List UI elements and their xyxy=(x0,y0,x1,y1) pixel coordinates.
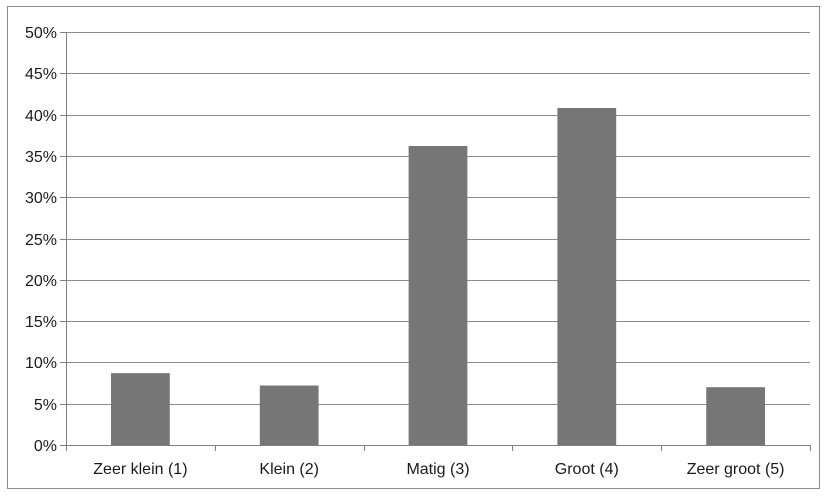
y-tick-label: 25% xyxy=(25,232,57,249)
y-tick-labels: 0% 5% 10% 15% 20% 25% 30% 35% 40% 45% 50% xyxy=(25,25,57,455)
x-tick-labels: Zeer klein (1) Klein (2) Matig (3) Groot (4… xyxy=(93,461,784,478)
x-tick-label: Zeer groot (5) xyxy=(687,461,785,478)
axes xyxy=(60,32,811,451)
y-tick-label: 30% xyxy=(25,190,57,207)
x-tick-label: Zeer klein (1) xyxy=(93,461,187,478)
bar xyxy=(557,107,617,445)
bar xyxy=(706,387,765,445)
y-tick-label: 35% xyxy=(25,149,57,166)
bar xyxy=(259,385,319,445)
x-tick-label: Groot (4) xyxy=(555,461,619,478)
y-tick-label: 45% xyxy=(25,66,57,83)
x-tick-label: Matig (3) xyxy=(406,461,469,478)
y-tick-label: 15% xyxy=(25,314,57,331)
bars xyxy=(111,107,765,445)
x-tick-label: Klein (2) xyxy=(259,461,319,478)
y-tick-label: 50% xyxy=(25,25,57,42)
y-tick-label: 5% xyxy=(34,397,57,414)
grid-lines xyxy=(66,32,810,405)
y-tick-label: 40% xyxy=(25,108,57,125)
y-tick-label: 10% xyxy=(25,355,57,372)
y-tick-label: 20% xyxy=(25,273,57,290)
bar xyxy=(111,373,170,445)
bar xyxy=(408,145,468,445)
y-tick-label: 0% xyxy=(34,438,57,455)
